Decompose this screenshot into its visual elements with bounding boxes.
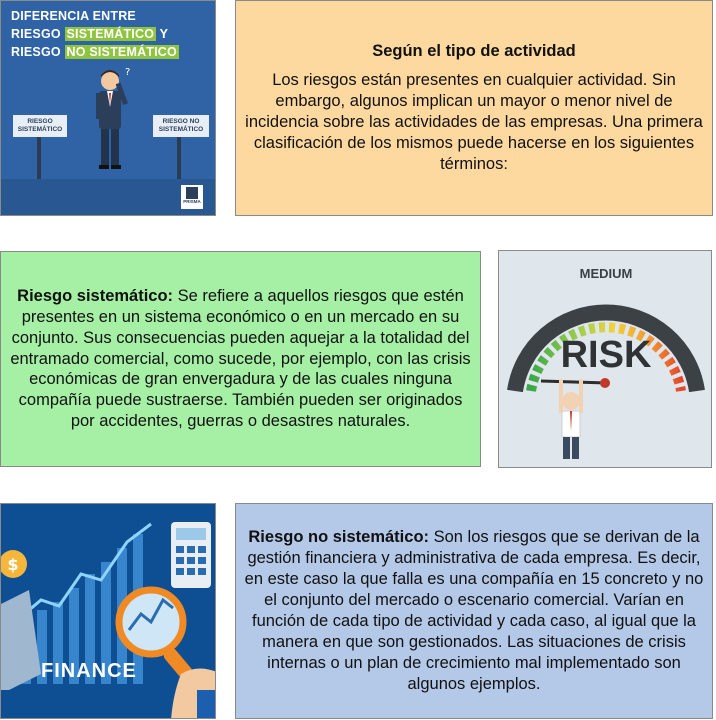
illustration-title-line2: RIESGO SISTEMÁTICO Y <box>11 27 168 41</box>
finance-word: FINANCE <box>41 660 137 682</box>
risk-word: RISK <box>561 334 652 376</box>
sign-left: RIESGO SISTEMÁTICO <box>13 115 67 137</box>
non-systematic-risk-paragraph: Riesgo no sistemático: Son los riesgos q… <box>244 527 704 695</box>
brand-logo: PRISMA <box>181 185 203 209</box>
confused-man-icon: ? <box>96 67 130 169</box>
line3-highlight: NO SISTEMÁTICO <box>64 45 179 59</box>
illustration-risk-types: DIFERENCIA ENTRE RIESGO SISTEMÁTICO Y RI… <box>0 0 216 216</box>
sign-post-left <box>37 129 41 179</box>
intro-text-box: Según el tipo de actividad Los riesgos e… <box>235 0 713 216</box>
gauge-icon: MEDIUM RISK <box>507 266 705 459</box>
ground <box>1 179 215 215</box>
line3-prefix: RIESGO <box>11 45 61 59</box>
non-systematic-risk-lead: Riesgo no sistemático: <box>248 528 430 547</box>
svg-text:?: ? <box>125 67 130 78</box>
systematic-risk-paragraph: Riesgo sistemático: Se refiere a aquello… <box>9 286 472 433</box>
systematic-risk-box: Riesgo sistemático: Se refiere a aquello… <box>0 251 481 467</box>
systematic-risk-body: Se refiere a aquellos riesgos que estén … <box>10 286 471 431</box>
line2-highlight: SISTEMÁTICO <box>64 27 157 41</box>
sign-right: RIESGO NO SISTEMÁTICO <box>153 115 209 137</box>
non-systematic-risk-body: Son los riesgos que se derivan de la ges… <box>244 528 704 693</box>
non-systematic-risk-box: Riesgo no sistemático: Son los riesgos q… <box>235 503 713 719</box>
finance-chart-icon: $ <box>1 504 215 718</box>
brand-logo-text: PRISMA <box>183 199 201 204</box>
svg-text:$: $ <box>7 555 18 574</box>
line2-prefix: RIESGO <box>11 27 61 41</box>
risk-gauge-illustration: MEDIUM RISK <box>498 250 712 468</box>
finance-illustration: $ FINANCE <box>0 503 216 719</box>
intro-title: Según el tipo de actividad <box>372 42 576 61</box>
systematic-risk-lead: Riesgo sistemático: <box>17 286 174 305</box>
illustration-title-line3: RIESGO NO SISTEMÁTICO <box>11 45 179 59</box>
intro-body: Los riesgos están presentes en cualquier… <box>245 71 703 173</box>
sign-post-right <box>177 129 181 179</box>
illustration-title-line1: DIFERENCIA ENTRE <box>11 9 136 23</box>
gauge-label: MEDIUM <box>580 266 633 281</box>
line2-suffix: Y <box>159 27 169 41</box>
